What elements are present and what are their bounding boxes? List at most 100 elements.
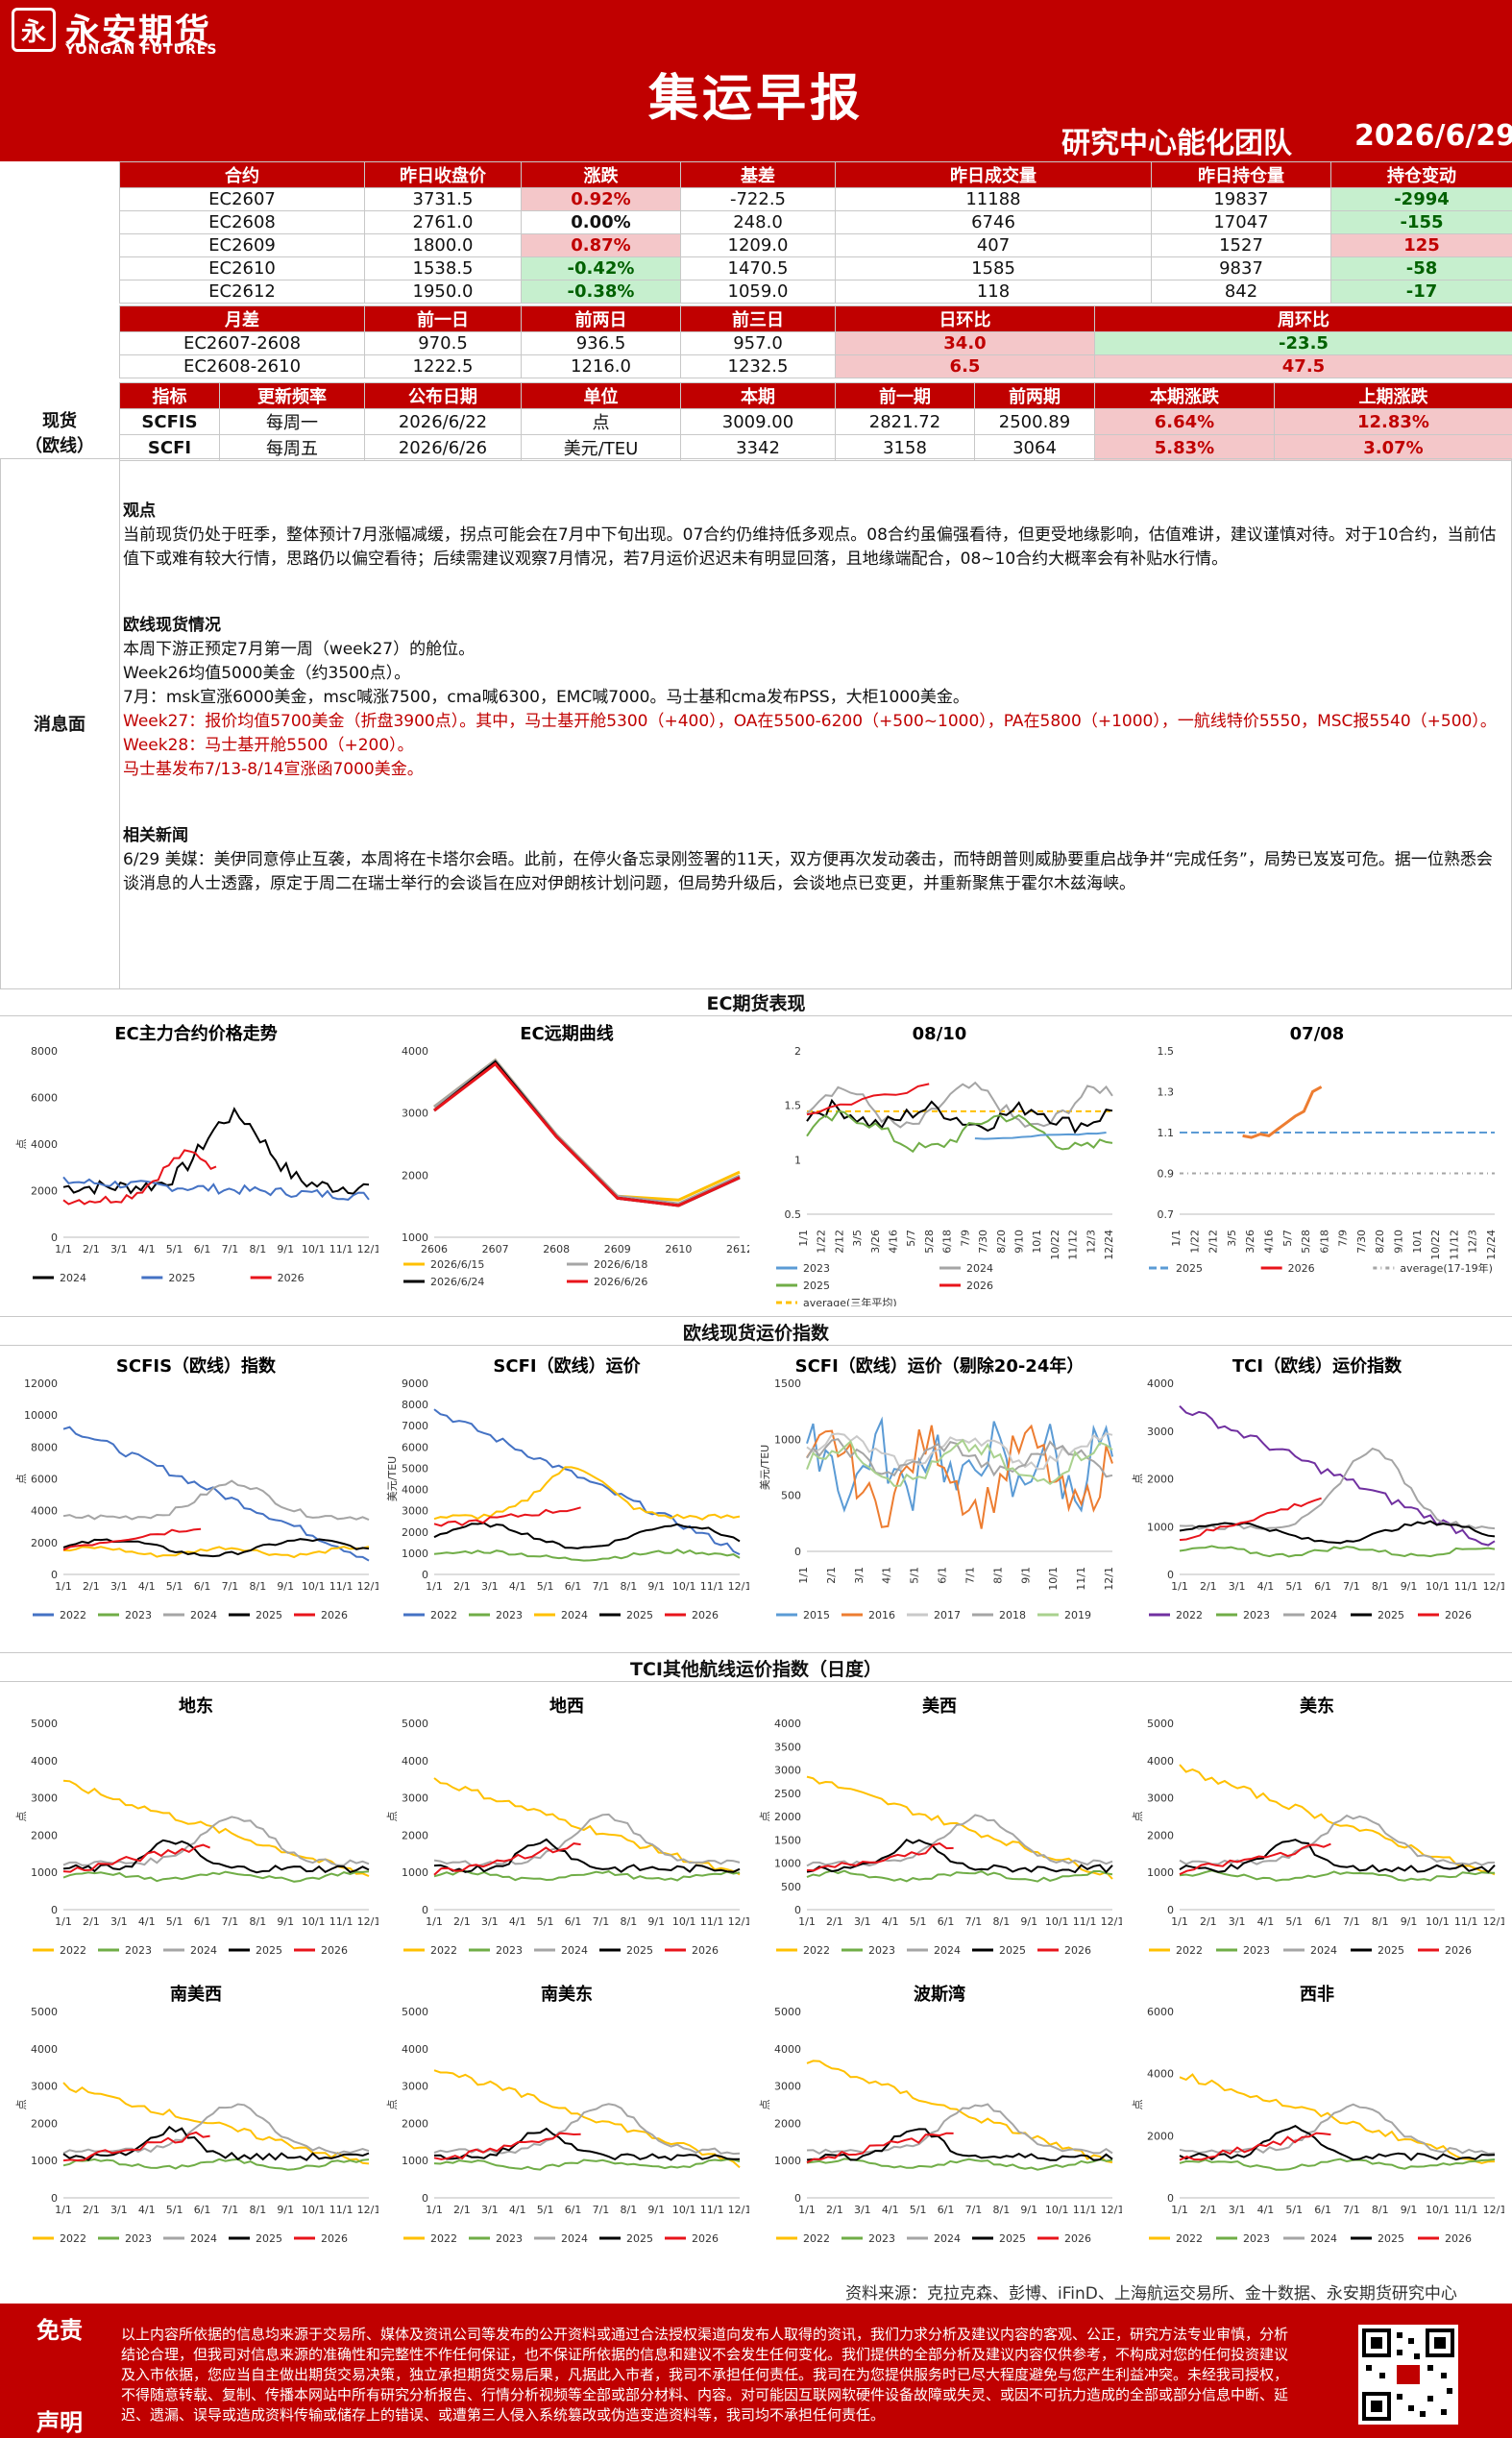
x-tick-label: 2/12 — [1207, 1230, 1220, 1254]
x-tick-label: 6/1 — [194, 2204, 211, 2216]
y-tick-label: 0 — [422, 1569, 428, 1581]
legend-label: 2023 — [496, 1944, 523, 1957]
spot-label-line: 现货 — [42, 411, 77, 431]
series-line — [806, 1432, 1113, 1472]
oi-cell: 1527 — [1151, 233, 1331, 257]
y-tick-label: 8000 — [31, 1045, 58, 1058]
y-tick-label: 1500 — [774, 1377, 801, 1390]
y-axis-label: 美元/TEU — [759, 1445, 771, 1490]
cur-cell: 3009.00 — [680, 408, 836, 435]
legend-label: 2025 — [1378, 2232, 1404, 2245]
x-tick-label: 10/1 — [302, 1915, 326, 1928]
legend-label: 2025 — [626, 2232, 653, 2245]
series-line — [806, 2103, 1113, 2156]
x-tick-label: 4/1 — [138, 2204, 156, 2216]
series-line — [974, 1132, 1107, 1140]
y-tick-label: 4000 — [402, 2043, 428, 2056]
x-tick-label: 6/1 — [937, 1567, 949, 1584]
x-tick-label: 7/1 — [963, 1567, 976, 1584]
legend-label: 2022 — [1176, 1944, 1203, 1957]
legend-label: 2024 — [1310, 1609, 1337, 1621]
x-tick-label: 11/1 — [329, 1243, 354, 1256]
x-tick-label: 3/1 — [481, 1580, 499, 1593]
chart-svg: 波斯湾 0 1000 2000 3000 4000 5000 点 1/1 2/1 3/1 4/1 5/1… — [759, 1984, 1122, 2245]
qr-code-icon — [1358, 2325, 1458, 2425]
y-tick-label: 5000 — [774, 2006, 801, 2018]
y-tick-label: 2000 — [402, 1526, 428, 1539]
x-tick-label: 12/24 — [1485, 1230, 1498, 1260]
chart-svg: TCI（欧线）运价指数 0 1000 2000 3000 4000 点 1/1 2/1 3/1 4/… — [1132, 1355, 1504, 1621]
series-line — [62, 2158, 370, 2171]
x-tick-label: 4/16 — [888, 1230, 900, 1254]
y-tick-label: 4000 — [31, 1755, 58, 1768]
x-tick-label: 7/1 — [965, 2204, 983, 2216]
view-title: 观点 — [123, 501, 156, 521]
chart-svg: 南美东 0 1000 2000 3000 4000 5000 点 1/1 2/1 3/1 4/1 5/1… — [386, 1984, 749, 2245]
section-divider — [0, 1316, 1512, 1317]
x-tick-label: 2609 — [604, 1243, 631, 1256]
disclaimer-label: 免责 — [37, 2317, 83, 2344]
y-tick-label: 3000 — [402, 1108, 428, 1120]
x-tick-label: 11/1 — [700, 2204, 724, 2216]
y-axis-label: 点 — [386, 2100, 399, 2110]
x-tick-label: 2/1 — [826, 1915, 843, 1928]
series-line — [806, 1098, 1113, 1134]
header-cell: 周环比 — [1094, 305, 1512, 332]
x-tick-label: 1/1 — [426, 1580, 443, 1593]
legend-label: 2023 — [1243, 1609, 1270, 1621]
legend-label: 2024 — [934, 2232, 961, 2245]
x-tick-label: 3/1 — [481, 1915, 499, 1928]
x-tick-label: 7/9 — [1337, 1230, 1350, 1247]
legend-label: 2026 — [1064, 2232, 1091, 2245]
y-tick-label: 3000 — [402, 1792, 428, 1805]
series-line — [1179, 2103, 1496, 2156]
y-tick-label: 2000 — [774, 2117, 801, 2130]
y-tick-label: 2000 — [31, 1537, 58, 1549]
table-row: EC2610 1538.5 -0.42% 1470.5 1585 9837 -5… — [119, 256, 1512, 280]
freq-cell: 每周一 — [219, 408, 365, 435]
tci-route-chart: 南美西 0 1000 2000 3000 4000 5000 点 1/1 2/1 3/1 4/1 5/1… — [13, 1979, 378, 2267]
series-line — [433, 1522, 741, 1549]
y-tick-label: 2000 — [402, 1169, 428, 1182]
table-row: EC2607 3731.5 0.92% -722.5 11188 19837 -… — [119, 187, 1512, 211]
series-line — [433, 1061, 741, 1207]
report-header: 永 永安期货 YONGAN FUTURES 集运早报 研究中心能化团队 2026… — [0, 0, 1512, 161]
x-tick-label: 5/1 — [909, 1567, 921, 1584]
y-tick-label: 3000 — [1147, 1426, 1174, 1438]
prev2-cell: 2500.89 — [974, 408, 1095, 435]
series-line — [806, 1438, 1113, 1478]
x-tick-label: 3/1 — [110, 2204, 128, 2216]
y-tick-label: 4000 — [1147, 1755, 1174, 1768]
x-tick-label: 2610 — [665, 1243, 692, 1256]
y-tick-label: 4000 — [774, 1718, 801, 1730]
y-tick-label: 2000 — [1147, 2130, 1174, 2142]
legend-label: 2022 — [430, 2232, 457, 2245]
y-tick-label: 1000 — [774, 1433, 801, 1446]
legend-label: 2023 — [1243, 1944, 1270, 1957]
legend-label: 2026 — [966, 1280, 993, 1292]
close-cell: 2761.0 — [364, 210, 522, 234]
x-tick-label: 8/1 — [993, 1915, 1011, 1928]
x-tick-label: 3/1 — [1229, 2204, 1246, 2216]
x-tick-label: 12/3 — [1085, 1230, 1097, 1254]
x-tick-label: 6/1 — [1314, 1915, 1331, 1928]
series-line — [62, 2082, 370, 2165]
basis-cell: 1209.0 — [680, 233, 836, 257]
x-tick-label: 2/1 — [825, 1567, 838, 1584]
series-line — [433, 1842, 581, 1876]
y-tick-label: 2000 — [402, 2117, 428, 2130]
prev-chg-cell: 3.07% — [1274, 434, 1512, 461]
x-tick-label: 4/1 — [1257, 1580, 1275, 1593]
x-tick-label: 12/1 — [357, 1915, 378, 1928]
x-tick-label: 6/1 — [194, 1580, 211, 1593]
series-line — [1179, 2158, 1496, 2171]
x-tick-label: 9/1 — [277, 1243, 294, 1256]
legend-label: 2023 — [803, 1262, 830, 1275]
y-tick-label: 0 — [422, 1904, 428, 1916]
legend-label: 2016 — [868, 1609, 895, 1621]
report-date: 2026/6/29 — [1354, 119, 1512, 153]
x-tick-label: 9/1 — [1020, 2204, 1037, 2216]
spot-line: Week26均值5000美金（约3500点）。 — [123, 664, 411, 683]
series-line — [806, 1083, 930, 1116]
legend-label: 2024 — [1310, 1944, 1337, 1957]
